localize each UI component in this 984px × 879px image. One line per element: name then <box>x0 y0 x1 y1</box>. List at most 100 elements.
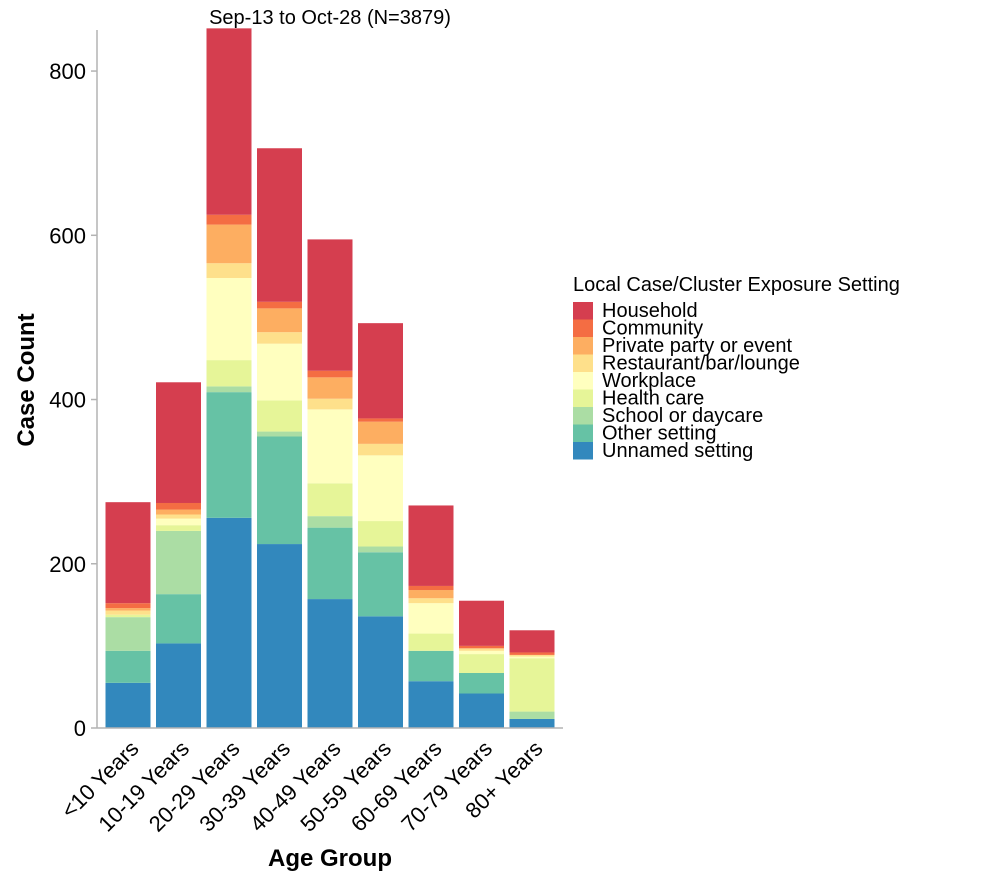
bar-segment-3-5 <box>206 278 252 361</box>
bar-segment-5-1 <box>307 599 353 728</box>
legend: Local Case/Cluster Exposure Setting Hous… <box>573 274 900 462</box>
y-axis-title: Case Count <box>13 313 40 446</box>
bar-segment-2-7 <box>156 509 201 515</box>
bar-segment-4-7 <box>257 308 302 333</box>
y-tick-label: 800 <box>49 59 86 84</box>
bar-segment-1-9 <box>105 502 151 604</box>
bar-segment-4-1 <box>257 544 302 728</box>
bar-segment-2-1 <box>156 643 201 728</box>
legend-key <box>573 442 593 460</box>
y-tick-label: 0 <box>74 716 86 741</box>
bar-segment-9-8 <box>509 652 555 655</box>
bar-segment-4-3 <box>257 431 302 437</box>
legend-title: Local Case/Cluster Exposure Setting <box>573 274 900 296</box>
y-tick-label: 600 <box>49 223 86 248</box>
legend-label: School or daycare <box>602 405 763 427</box>
bar-segment-4-4 <box>257 400 302 432</box>
bar-segment-5-6 <box>307 398 353 410</box>
bar-segment-2-2 <box>156 594 201 644</box>
bar-segment-6-6 <box>358 443 403 456</box>
bar-segment-6-7 <box>358 421 403 444</box>
legend-key <box>573 407 593 425</box>
bar-segment-6-1 <box>358 616 403 728</box>
bar-segment-5-2 <box>307 527 353 600</box>
bar-segment-3-3 <box>206 386 252 393</box>
bar-segment-7-4 <box>408 633 454 651</box>
bar-segment-3-4 <box>206 360 252 387</box>
bar-segment-8-9 <box>459 600 504 646</box>
bar-segment-3-6 <box>206 263 252 278</box>
bar-segment-7-2 <box>408 650 454 682</box>
bar-segment-5-5 <box>307 409 353 484</box>
legend-key <box>573 302 593 320</box>
bar-segment-9-4 <box>509 658 555 712</box>
bar-segment-1-2 <box>105 650 151 683</box>
bar-segment-7-6 <box>408 598 454 604</box>
bar-segment-4-8 <box>257 301 302 309</box>
legend-label: Household <box>602 300 698 322</box>
bar-segment-2-8 <box>156 503 201 510</box>
bar-segment-1-7 <box>105 608 151 611</box>
bar-segment-7-1 <box>408 681 454 728</box>
bar-segment-1-4 <box>105 614 151 618</box>
bar-segment-5-8 <box>307 370 353 378</box>
bar-segment-3-7 <box>206 224 252 264</box>
bar-segment-4-2 <box>257 436 302 545</box>
legend-label: Private party or event <box>602 335 793 357</box>
bar-segment-7-7 <box>408 590 454 599</box>
bar-segment-8-5 <box>459 650 504 655</box>
legend-key <box>573 337 593 355</box>
bar-segment-8-1 <box>459 693 504 728</box>
bar-segment-5-9 <box>307 239 353 371</box>
bar-segment-5-3 <box>307 516 353 528</box>
bar-segment-2-4 <box>156 525 201 531</box>
legend-label: Workplace <box>602 370 696 392</box>
bar-segment-8-8 <box>459 645 504 649</box>
legend-label: Other setting <box>602 423 717 445</box>
legend-label: Community <box>602 318 703 340</box>
bar-segment-5-4 <box>307 483 353 517</box>
legend-label: Restaurant/bar/lounge <box>602 353 800 375</box>
bar-segment-6-4 <box>358 521 403 547</box>
bar-segment-8-6 <box>459 648 504 651</box>
bar-segment-1-8 <box>105 603 151 609</box>
bar-segment-6-8 <box>358 418 403 422</box>
bar-segment-1-1 <box>105 682 151 728</box>
bar-segment-6-3 <box>358 546 403 553</box>
bar-segment-4-9 <box>257 148 302 302</box>
y-axis-ticks: 0 200 400 600 800 <box>49 59 97 741</box>
bar-segment-3-8 <box>206 214 252 225</box>
bar-segment-7-9 <box>408 505 454 586</box>
bar-segment-8-2 <box>459 672 504 694</box>
bar-segment-2-6 <box>156 514 201 519</box>
x-axis-title: Age Group <box>268 845 392 872</box>
legend-label: Health care <box>602 388 704 410</box>
bar-segment-2-5 <box>156 518 201 526</box>
bar-segment-1-6 <box>105 610 151 615</box>
bar-segment-7-5 <box>408 603 454 634</box>
bar-segment-2-3 <box>156 530 201 595</box>
legend-key <box>573 354 593 372</box>
legend-key <box>573 372 593 390</box>
bar-segment-3-1 <box>206 517 252 728</box>
y-tick-label: 200 <box>49 552 86 577</box>
bar-segment-6-2 <box>358 552 403 617</box>
chart-title: Sep-13 to Oct-28 (N=3879) <box>209 7 451 29</box>
bar-segment-9-3 <box>509 711 555 719</box>
bar-segment-4-6 <box>257 332 302 344</box>
bar-segment-3-9 <box>206 28 252 215</box>
bar-segment-6-9 <box>358 323 403 419</box>
bar-segment-8-4 <box>459 654 504 673</box>
bar-segment-9-6 <box>509 654 555 657</box>
bar-segment-1-3 <box>105 617 151 651</box>
bar-segment-7-8 <box>408 585 454 591</box>
bar-segment-4-5 <box>257 343 302 401</box>
legend-key <box>573 319 593 337</box>
y-tick-label: 400 <box>49 388 86 413</box>
legend-label: Unnamed setting <box>602 440 753 462</box>
bar-segment-3-2 <box>206 392 252 518</box>
bar-segment-9-9 <box>509 630 555 653</box>
